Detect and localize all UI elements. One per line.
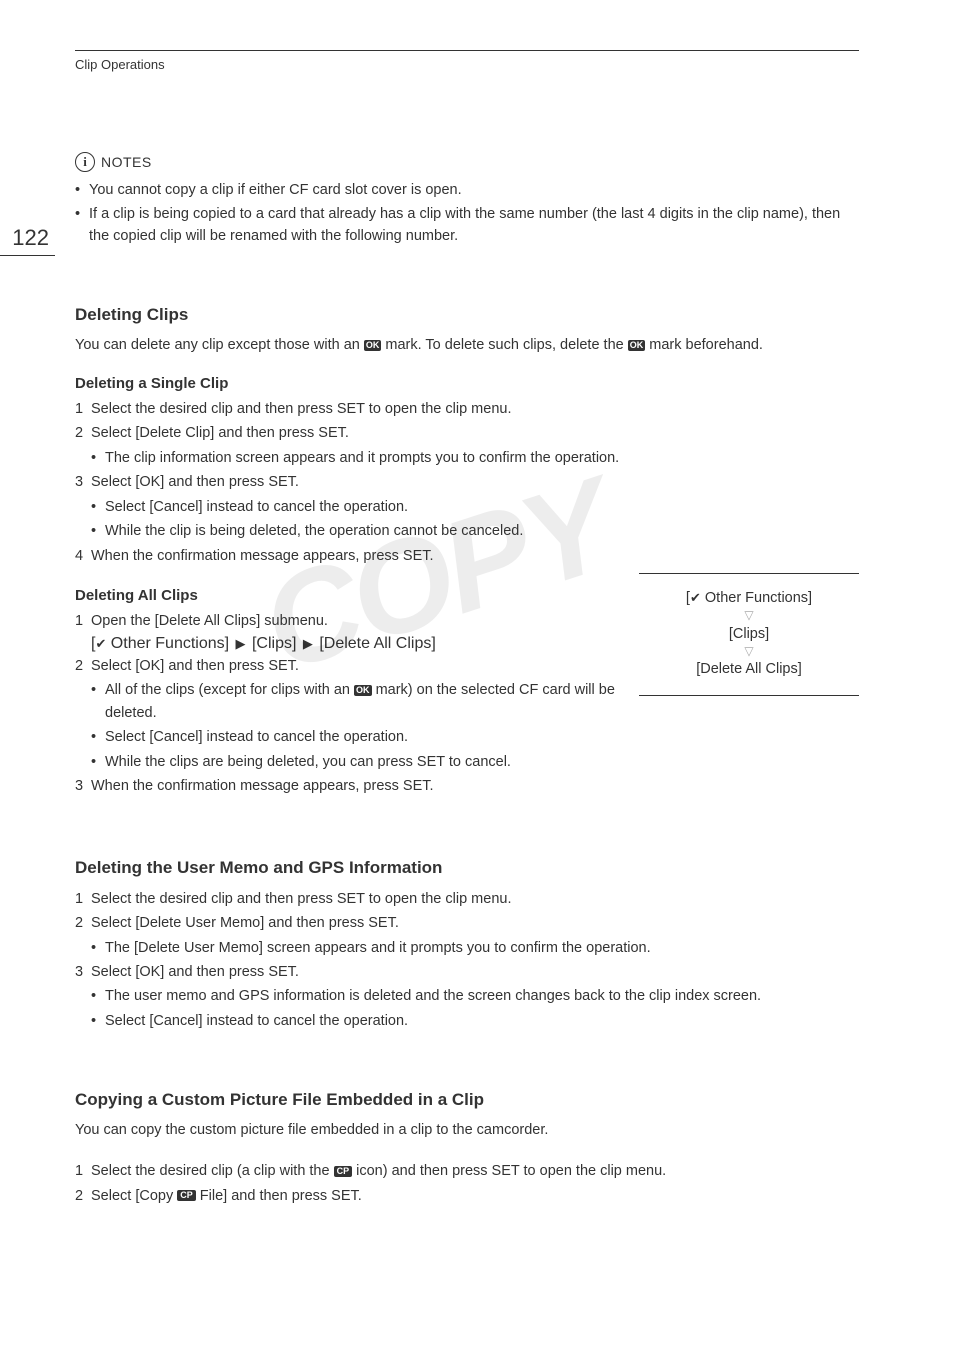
sub-item: Select [Cancel] instead to cancel the op… [91,496,859,518]
ok-mark-icon: OK [364,340,382,351]
sub-list: All of the clips (except for clips with … [91,679,615,773]
sub-text: All of the clips (except for clips with … [105,682,354,698]
deleting-all-steps: 1 Open the [Delete All Clips] submenu. [75,610,615,632]
step-num: 1 [75,1160,83,1182]
step-text: Select [OK] and then press SET. [91,474,299,490]
notes-list: You cannot copy a clip if either CF card… [75,180,859,247]
header-rule [75,50,859,51]
step-num: 1 [75,888,83,910]
step: 2 Select [Delete User Memo] and then pre… [75,912,859,959]
step-text: Open the [Delete All Clips] submenu. [91,613,328,629]
notes-header: i NOTES [75,152,859,172]
notes-item: You cannot copy a clip if either CF card… [75,180,859,202]
step: 2 Select [OK] and then press SET. All of… [75,655,615,773]
step-text: When the confirmation message appears, p… [91,548,434,564]
step: 4 When the confirmation message appears,… [75,545,859,567]
header-label: Clip Operations [75,57,859,72]
step-text: When the confirmation message appears, p… [91,778,434,794]
step-text: Select [Delete Clip] and then press SET. [91,425,349,441]
step: 3 Select [OK] and then press SET. Select… [75,471,859,542]
cp-mark-icon: CP [334,1166,353,1177]
ok-mark-icon: OK [354,685,372,696]
intro-text: You can delete any clip except those wit… [75,337,364,353]
down-caret-icon: ▽ [639,648,859,655]
menu-box: [✔ Other Functions] ▽ [Clips] ▽ [Delete … [639,573,859,696]
step: 2 Select [Delete Clip] and then press SE… [75,422,859,469]
deleting-all-steps-cont: 2 Select [OK] and then press SET. All of… [75,655,615,798]
page-number: 122 [0,225,55,256]
arrow-icon: ▶ [303,636,313,652]
step-text: Select the desired clip and then press S… [91,401,512,417]
sub-item: The clip information screen appears and … [91,447,859,469]
step-text: Select [OK] and then press SET. [91,658,299,674]
deleting-all-title: Deleting All Clips [75,587,615,604]
step-text: File] and then press SET. [200,1188,362,1204]
cp-mark-icon: CP [177,1190,196,1201]
step-num: 2 [75,422,83,444]
step-num: 3 [75,775,83,797]
step: 3 When the confirmation message appears,… [75,775,615,797]
menu-path: [✔ Other Functions] ▶ [Clips] ▶ [Delete … [75,635,615,653]
deleting-single-steps: 1 Select the desired clip and then press… [75,398,859,567]
notes-item: If a clip is being copied to a card that… [75,204,859,248]
path-part: Other Functions] [106,635,233,652]
step-text: Select [Copy [91,1188,177,1204]
sub-item: While the clips are being deleted, you c… [91,751,615,773]
sub-item: Select [Cancel] instead to cancel the op… [91,726,615,748]
step: 2 Select [Copy CP File] and then press S… [75,1185,859,1207]
section-deleting-clips-title: Deleting Clips [75,305,859,325]
deleting-single-title: Deleting a Single Clip [75,375,859,392]
step-text: icon) and then press SET to open the cli… [356,1163,666,1179]
step-text: Select the desired clip (a clip with the [91,1163,334,1179]
menu-line: [✔ Other Functions] [639,590,859,606]
ok-mark-icon: OK [628,340,646,351]
step: 1 Select the desired clip and then press… [75,888,859,910]
section-user-memo-title: Deleting the User Memo and GPS Informati… [75,858,859,878]
sub-list: The clip information screen appears and … [91,447,859,469]
section-deleting-clips-intro: You can delete any clip except those wit… [75,335,859,357]
step: 3 Select [OK] and then press SET. The us… [75,961,859,1032]
copy-cp-steps: 1 Select the desired clip (a clip with t… [75,1160,859,1207]
path-part: [Clips] [248,635,301,652]
user-memo-steps: 1 Select the desired clip and then press… [75,888,859,1033]
sub-item: The [Delete User Memo] screen appears an… [91,937,859,959]
step: 1 Open the [Delete All Clips] submenu. [75,610,615,632]
sub-item: The user memo and GPS information is del… [91,985,859,1007]
sub-list: Select [Cancel] instead to cancel the op… [91,496,859,543]
notes-label: NOTES [101,154,152,170]
sub-list: The user memo and GPS information is del… [91,985,859,1032]
info-icon: i [75,152,95,172]
step-num: 3 [75,471,83,493]
step-text: Select [OK] and then press SET. [91,964,299,980]
path-part: [Delete All Clips] [315,635,436,652]
step-text: Select the desired clip and then press S… [91,891,512,907]
wrench-icon: ✔ [690,590,701,606]
menu-text: Other Functions] [701,590,812,606]
menu-line: [Delete All Clips] [639,661,859,677]
section-copy-cp-title: Copying a Custom Picture File Embedded i… [75,1090,859,1110]
step-num: 2 [75,912,83,934]
step-num: 1 [75,610,83,632]
sub-item: Select [Cancel] instead to cancel the op… [91,1010,859,1032]
step-num: 3 [75,961,83,983]
copy-cp-intro: You can copy the custom picture file emb… [75,1120,859,1142]
step-num: 2 [75,1185,83,1207]
arrow-icon: ▶ [236,636,246,652]
step-num: 2 [75,655,83,677]
step: 1 Select the desired clip and then press… [75,398,859,420]
sub-item: All of the clips (except for clips with … [91,679,615,724]
step: 1 Select the desired clip (a clip with t… [75,1160,859,1182]
intro-text: mark. To delete such clips, delete the [385,337,627,353]
wrench-icon: ✔ [95,636,106,652]
step-num: 4 [75,545,83,567]
step-text: Select [Delete User Memo] and then press… [91,915,399,931]
menu-line: [Clips] [639,626,859,642]
step-num: 1 [75,398,83,420]
intro-text: mark beforehand. [649,337,763,353]
down-caret-icon: ▽ [639,612,859,619]
sub-list: The [Delete User Memo] screen appears an… [91,937,859,959]
sub-item: While the clip is being deleted, the ope… [91,520,859,542]
